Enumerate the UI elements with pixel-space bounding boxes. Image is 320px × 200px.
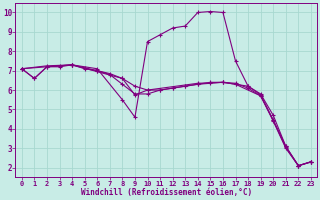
X-axis label: Windchill (Refroidissement éolien,°C): Windchill (Refroidissement éolien,°C) [81, 188, 252, 197]
